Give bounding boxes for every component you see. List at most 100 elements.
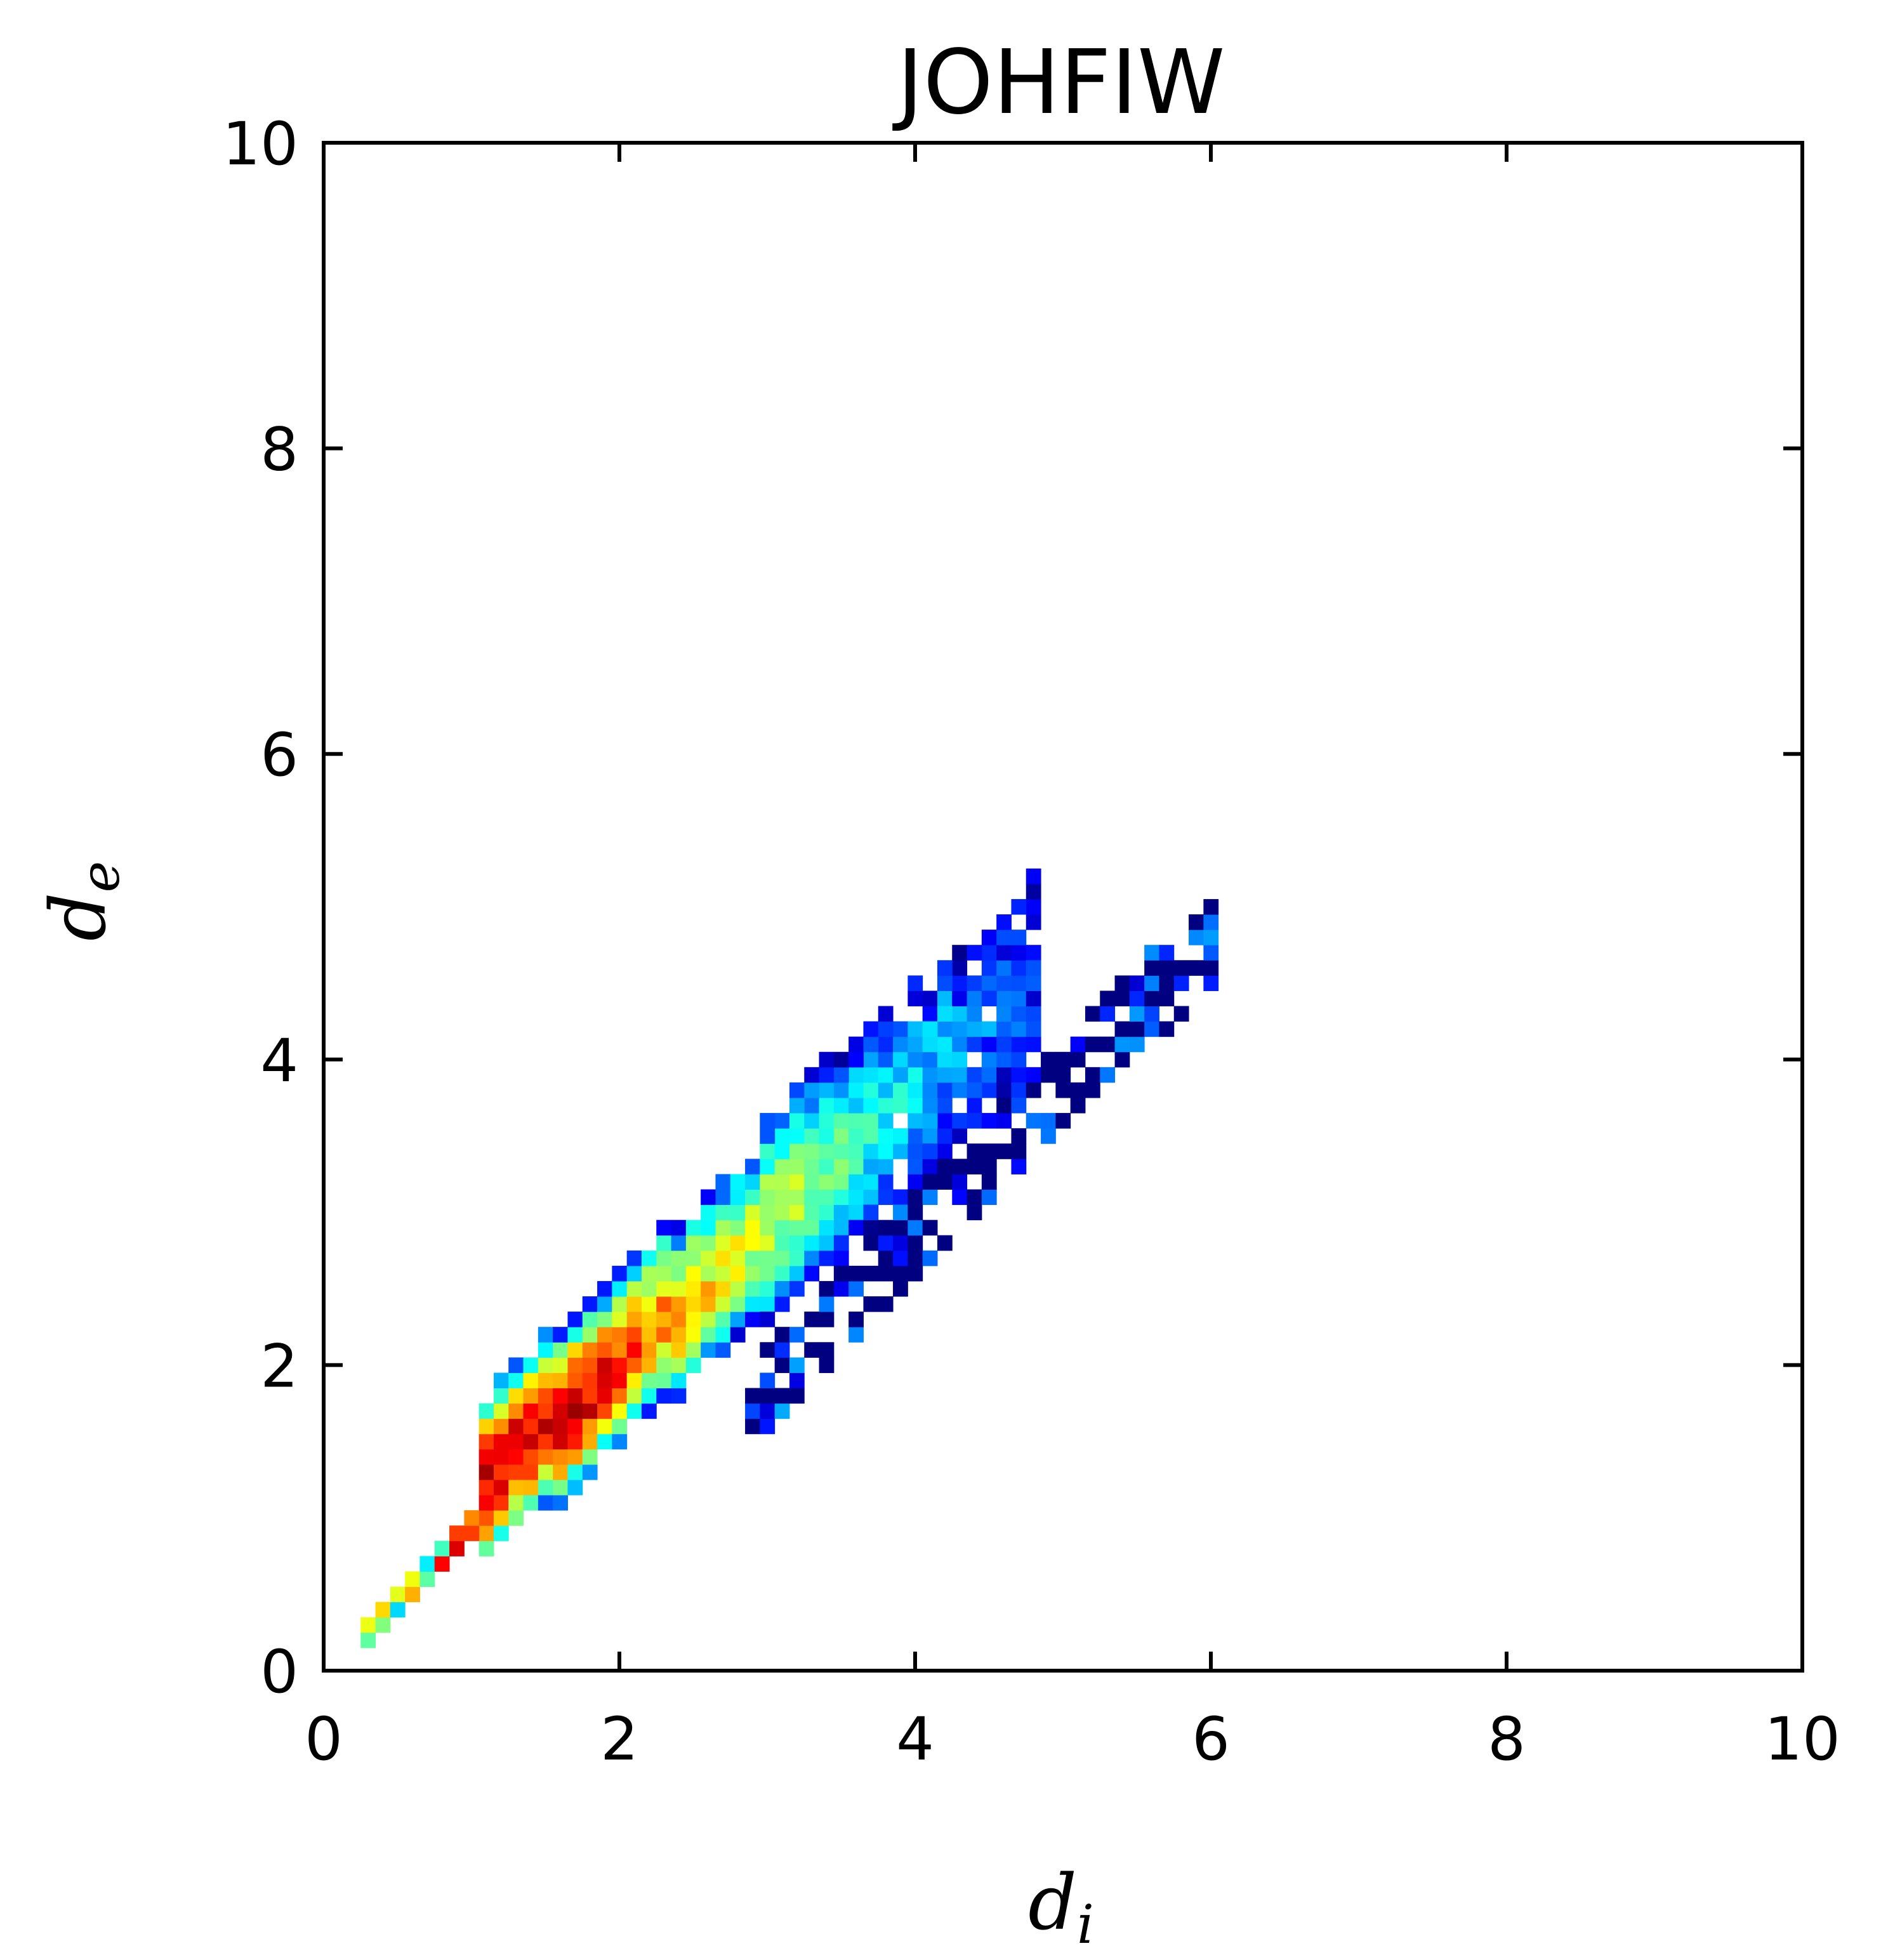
- heatmap-cell: [1011, 1021, 1027, 1037]
- heatmap-cell: [833, 1113, 849, 1129]
- heatmap-cell: [715, 1280, 731, 1297]
- heatmap-cell: [789, 1327, 805, 1343]
- heatmap-cell: [641, 1357, 657, 1373]
- heatmap-cell: [523, 1418, 539, 1435]
- heatmap-cell: [508, 1403, 524, 1419]
- heatmap-cell: [760, 1388, 776, 1404]
- heatmap-cell: [893, 1189, 908, 1206]
- heatmap-cell: [922, 1174, 938, 1190]
- heatmap-cell: [685, 1235, 701, 1251]
- heatmap-cell: [553, 1449, 568, 1465]
- heatmap-cell: [1026, 868, 1041, 885]
- heatmap-cell: [405, 1571, 420, 1588]
- heatmap-cell: [1144, 945, 1159, 961]
- heatmap-cell: [464, 1510, 480, 1526]
- heatmap-cell: [908, 1159, 923, 1174]
- heatmap-cell: [671, 1235, 687, 1251]
- heatmap-cell: [656, 1265, 672, 1282]
- heatmap-cell: [626, 1296, 642, 1312]
- heatmap-cell: [863, 1204, 879, 1221]
- heatmap-cell: [819, 1051, 835, 1068]
- heatmap-cell: [937, 960, 953, 976]
- heatmap-cell: [760, 1250, 776, 1266]
- heatmap-cell: [893, 1143, 908, 1159]
- heatmap-cell: [952, 1051, 968, 1068]
- x-axis-label: di: [1028, 1859, 1094, 1956]
- heatmap-cell: [1189, 960, 1204, 976]
- heatmap-cell: [863, 1128, 879, 1144]
- heatmap-cell: [819, 1113, 835, 1129]
- heatmap-cell: [1159, 975, 1175, 991]
- heatmap-cell: [1026, 1067, 1041, 1083]
- heatmap-cell: [848, 1265, 864, 1282]
- heatmap-cell: [789, 1372, 805, 1389]
- heatmap-cell: [833, 1250, 849, 1266]
- heatmap-cell: [538, 1388, 553, 1404]
- heatmap-cell: [833, 1098, 849, 1114]
- heatmap-cell: [893, 1250, 908, 1266]
- heatmap-cell: [760, 1113, 776, 1129]
- heatmap-cell: [582, 1342, 598, 1358]
- heatmap-cell: [479, 1525, 494, 1541]
- heatmap-cell: [567, 1372, 583, 1389]
- heatmap-cell: [819, 1357, 835, 1373]
- heatmap-cell: [671, 1220, 687, 1236]
- heatmap-cell: [774, 1327, 790, 1343]
- heatmap-cell: [908, 1265, 923, 1282]
- heatmap-cell: [804, 1220, 820, 1236]
- heatmap-cell: [967, 1204, 982, 1221]
- heatmap-cell: [848, 1098, 864, 1114]
- heatmap-cell: [538, 1418, 553, 1435]
- heatmap-cell: [1085, 1006, 1100, 1022]
- heatmap-cell: [908, 975, 923, 991]
- heatmap-cell: [538, 1403, 553, 1419]
- heatmap-cell: [641, 1388, 657, 1404]
- heatmap-cell: [1189, 930, 1204, 945]
- heatmap-cell: [419, 1556, 435, 1572]
- heatmap-cell: [804, 1265, 820, 1282]
- heatmap-cell: [774, 1143, 790, 1159]
- heatmap-cell: [1011, 960, 1027, 976]
- heatmap-cell: [848, 1280, 864, 1297]
- heatmap-cell: [1026, 1082, 1041, 1098]
- heatmap-cell: [612, 1357, 628, 1373]
- heatmap-cell: [1011, 898, 1027, 915]
- heatmap-cell: [937, 1235, 953, 1251]
- heatmap-cell: [967, 1159, 982, 1174]
- heatmap-cell: [1114, 1021, 1130, 1037]
- heatmap-cell: [567, 1464, 583, 1480]
- heatmap-cell: [1085, 1067, 1100, 1083]
- heatmap-cell: [1041, 1128, 1056, 1144]
- heatmap-cell: [981, 975, 997, 991]
- heatmap-cell: [612, 1327, 628, 1343]
- heatmap-cell: [819, 1220, 835, 1236]
- heatmap-cell: [553, 1480, 568, 1496]
- y-tick-label: 2: [260, 1332, 298, 1401]
- heatmap-cell: [996, 990, 1012, 1007]
- heatmap-cell: [612, 1372, 628, 1389]
- y-tick-label: 10: [222, 110, 298, 179]
- heatmap-cell: [981, 930, 997, 945]
- y-axis-label-group: de: [35, 861, 131, 942]
- heatmap-cell: [804, 1098, 820, 1114]
- heatmap-cell: [582, 1372, 598, 1389]
- heatmap-cell: [701, 1342, 716, 1358]
- heatmap-cell: [1026, 914, 1041, 930]
- heatmap-cell: [715, 1250, 731, 1266]
- heatmap-cell: [730, 1296, 746, 1312]
- heatmap-cell: [848, 1189, 864, 1206]
- heatmap-cell: [952, 1113, 968, 1129]
- heatmap-cell: [878, 1051, 894, 1068]
- heatmap-cell: [567, 1433, 583, 1450]
- heatmap-cell: [908, 1098, 923, 1114]
- heatmap-cell: [789, 1082, 805, 1098]
- heatmap-cell: [656, 1327, 672, 1343]
- heatmap-cell: [1026, 960, 1041, 976]
- heatmap-cell: [760, 1235, 776, 1251]
- heatmap-cell: [671, 1265, 687, 1282]
- heatmap-cell: [996, 1082, 1012, 1098]
- heatmap-cell: [1041, 1067, 1056, 1083]
- heatmap-cell: [819, 1235, 835, 1251]
- heatmap-cell: [582, 1433, 598, 1450]
- heatmap-cell: [538, 1357, 553, 1373]
